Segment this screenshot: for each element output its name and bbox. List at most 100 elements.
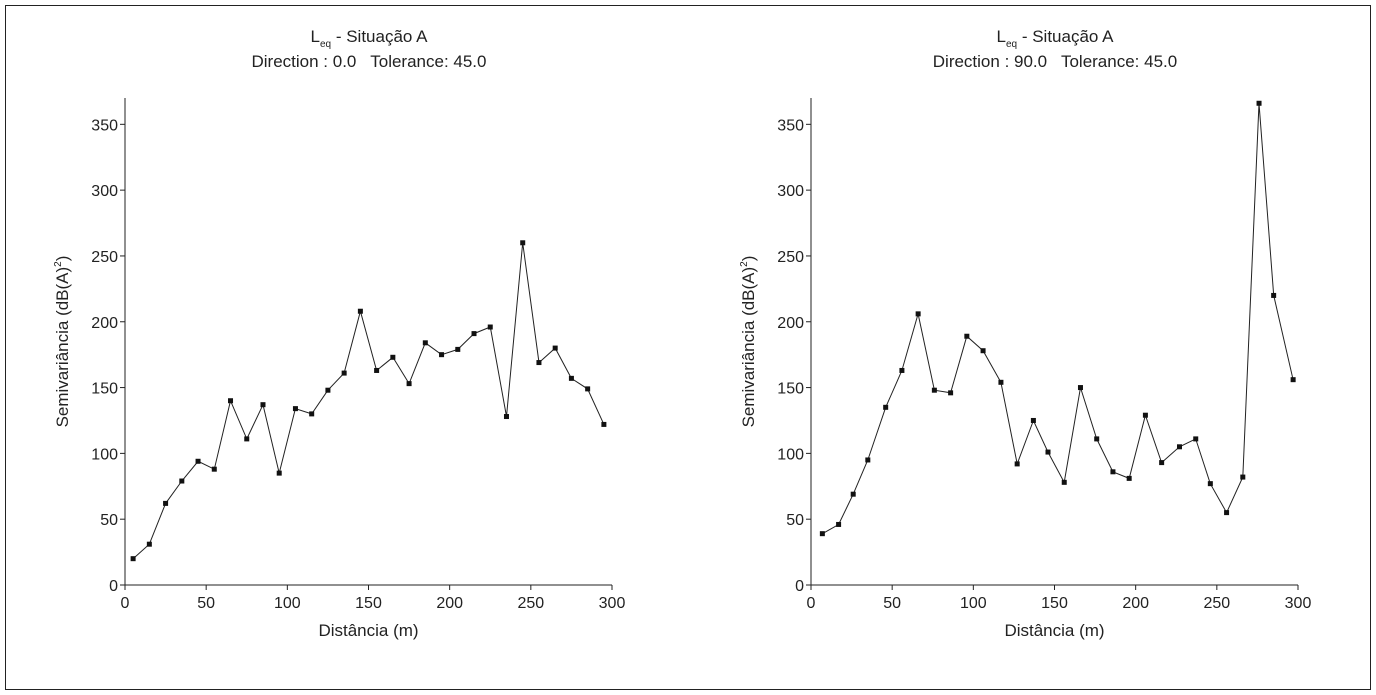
data-point-marker — [422, 340, 428, 346]
y-axis-label: Semivariância (dB(A)2) — [53, 256, 72, 428]
x-tick-label: 300 — [599, 595, 626, 612]
x-tick-label: 50 — [197, 595, 215, 612]
data-point-marker — [244, 436, 250, 442]
y-tick-label: 250 — [91, 249, 118, 266]
data-point-marker — [568, 375, 574, 381]
data-point-marker — [406, 381, 412, 387]
title-main: L — [997, 27, 1006, 46]
y-axis-label-superscript: 2 — [53, 261, 64, 267]
title-main: L — [311, 27, 320, 46]
x-axis-label: Distância (m) — [1004, 621, 1104, 640]
data-point-marker — [455, 346, 461, 352]
data-point-marker — [520, 240, 526, 246]
data-point-marker — [998, 379, 1004, 385]
data-point-marker — [585, 386, 591, 392]
figure-frame — [5, 5, 1371, 690]
data-point-marker — [819, 531, 825, 537]
data-point-marker — [601, 421, 607, 427]
x-tick-label: 250 — [1203, 595, 1230, 612]
x-axis-label: Distância (m) — [318, 621, 418, 640]
y-tick-label: 350 — [777, 117, 804, 134]
y-axis-label-close: ) — [739, 256, 758, 262]
data-point-marker — [276, 470, 282, 476]
chart-title-line-1: Leq - Situação A — [311, 27, 429, 50]
data-point-marker — [374, 367, 380, 373]
y-tick-label: 300 — [777, 183, 804, 200]
data-point-marker — [357, 308, 363, 314]
data-point-marker — [536, 360, 542, 366]
data-point-marker — [325, 387, 331, 393]
data-point-marker — [1290, 377, 1296, 383]
title-rest: - Situação A — [1017, 27, 1114, 46]
data-point-marker — [1159, 460, 1165, 466]
data-point-marker — [163, 500, 169, 506]
data-point-marker — [1207, 481, 1213, 487]
y-tick-label: 50 — [100, 512, 118, 529]
series-line — [822, 103, 1294, 535]
data-point-marker — [1240, 474, 1246, 480]
y-tick-label: 200 — [777, 315, 804, 332]
data-point-marker — [964, 333, 970, 339]
chart-title-line-1: Leq - Situação A — [997, 27, 1115, 50]
y-axis-label-close: ) — [53, 256, 72, 262]
y-tick-label: 200 — [91, 315, 118, 332]
series-line — [132, 242, 605, 560]
data-point-marker — [980, 348, 986, 354]
title-subscript: eq — [1006, 39, 1017, 50]
y-tick-label: 100 — [91, 446, 118, 463]
y-tick-label: 350 — [91, 117, 118, 134]
data-point-marker — [146, 541, 152, 547]
data-point-marker — [1077, 385, 1083, 391]
data-point-marker — [228, 398, 234, 404]
data-point-marker — [503, 414, 509, 420]
data-point-marker — [292, 406, 298, 412]
data-point-marker — [1126, 475, 1132, 481]
data-point-marker — [1224, 510, 1230, 516]
x-tick-label: 0 — [807, 595, 816, 612]
y-axis-label: Semivariância (dB(A)2) — [739, 256, 758, 428]
y-tick-label: 100 — [777, 446, 804, 463]
title-rest: - Situação A — [331, 27, 428, 46]
data-point-marker — [487, 324, 493, 330]
y-tick-label: 150 — [91, 381, 118, 398]
data-point-marker — [836, 521, 842, 527]
data-point-marker — [1094, 436, 1100, 442]
data-point-marker — [341, 370, 347, 376]
plot-1: 0 50 100 150 200 250 300 350 0 50 100 150 200 250 300 D… — [53, 27, 625, 640]
y-tick-label: 50 — [786, 512, 804, 529]
data-point-marker — [1256, 100, 1262, 106]
data-point-marker — [1110, 469, 1116, 475]
y-tick-label: 0 — [109, 578, 118, 595]
y-tick-label: 150 — [777, 381, 804, 398]
y-axis-label-superscript: 2 — [739, 261, 750, 267]
data-point-marker — [1061, 479, 1067, 485]
data-point-marker — [1142, 412, 1148, 418]
y-tick-label: 300 — [91, 183, 118, 200]
data-point-marker — [439, 352, 445, 358]
y-tick-label: 0 — [795, 578, 804, 595]
y-axis-label-main: Semivariância (dB(A) — [53, 267, 72, 428]
x-tick-label: 100 — [960, 595, 987, 612]
chart-title-line-2: Direction : 90.0 Tolerance: 45.0 — [933, 52, 1177, 71]
data-point-marker — [471, 331, 477, 337]
x-tick-label: 200 — [1122, 595, 1149, 612]
x-tick-label: 0 — [121, 595, 130, 612]
x-tick-label: 150 — [355, 595, 382, 612]
x-tick-label: 250 — [517, 595, 544, 612]
data-point-marker — [899, 367, 905, 373]
data-point-marker — [1045, 449, 1051, 455]
data-point-marker — [850, 491, 856, 497]
data-point-marker — [931, 387, 937, 393]
data-point-marker — [865, 457, 871, 463]
data-point-marker — [552, 345, 558, 351]
data-point-marker — [1271, 292, 1277, 298]
data-point-marker — [948, 390, 954, 396]
x-tick-label: 300 — [1285, 595, 1312, 612]
data-point-marker — [1014, 461, 1020, 467]
data-point-marker — [195, 458, 201, 464]
data-point-marker — [1193, 436, 1199, 442]
data-point-marker — [211, 466, 217, 472]
data-point-marker — [1030, 417, 1036, 423]
data-point-marker — [915, 311, 921, 317]
